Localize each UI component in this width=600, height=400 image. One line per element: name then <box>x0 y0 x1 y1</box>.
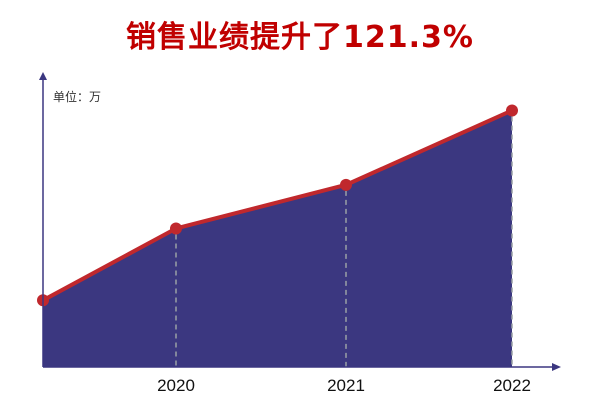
data-point-3 <box>506 104 518 117</box>
chart-title: 销售业绩提升了121.3% <box>126 20 474 55</box>
data-point-2 <box>340 178 352 191</box>
y-axis-unit-label: 单位：万 <box>53 90 102 104</box>
x-axis-arrow-icon <box>552 363 561 371</box>
x-tick-label: 2020 <box>157 376 195 395</box>
data-point-1 <box>170 222 182 235</box>
area-fill <box>43 110 512 367</box>
x-tick-label: 2022 <box>493 376 531 395</box>
series-line <box>42 108 513 303</box>
x-tick-label: 2021 <box>327 376 365 395</box>
y-axis-arrow-icon <box>39 72 47 80</box>
